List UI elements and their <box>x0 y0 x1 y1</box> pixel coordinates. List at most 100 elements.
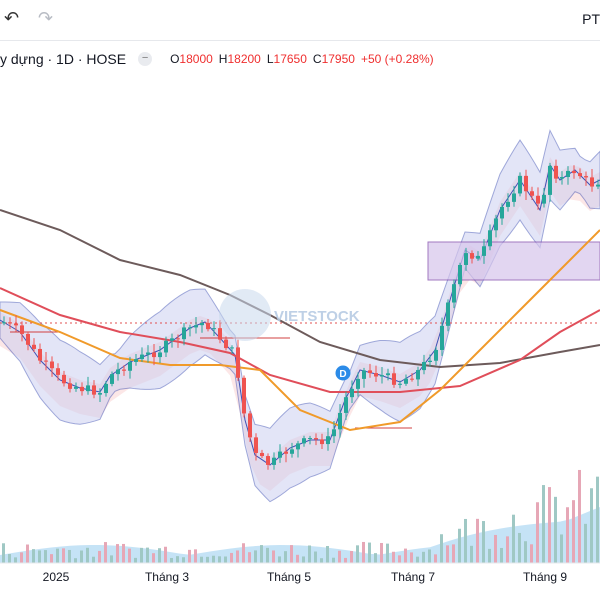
candle <box>212 321 216 337</box>
candle <box>218 320 222 344</box>
volume-bar <box>416 556 419 563</box>
candle <box>398 380 402 389</box>
candle <box>476 251 480 261</box>
symbol-legend: y dựng · 1D · HOSE − O18000 H18200 L1765… <box>0 48 434 70</box>
candle <box>326 427 330 451</box>
candle-body <box>8 322 12 324</box>
volume-bar <box>428 549 431 563</box>
volume-bar <box>242 543 245 563</box>
candle-body <box>212 328 216 330</box>
candle-body <box>278 451 282 458</box>
candle-body <box>458 264 462 285</box>
candle <box>284 447 288 463</box>
candle <box>266 453 270 470</box>
volume-bar <box>194 549 197 563</box>
candle <box>194 317 198 334</box>
candle-body <box>158 352 162 358</box>
candle-body <box>236 347 240 378</box>
candle-body <box>368 370 372 374</box>
volume-bar <box>2 543 5 563</box>
volume-bar <box>236 550 239 563</box>
ma-mid-line <box>0 287 600 393</box>
candle <box>164 336 168 357</box>
undo-icon[interactable]: ↶ <box>4 8 20 29</box>
candle-body <box>56 368 60 375</box>
candle-body <box>374 373 378 377</box>
candle-body <box>230 347 234 349</box>
candle-body <box>428 360 432 362</box>
candle-body <box>542 194 546 204</box>
collapse-legend-icon[interactable]: − <box>138 52 153 66</box>
candle-body <box>554 165 558 179</box>
candle <box>338 404 342 438</box>
volume-bar <box>272 550 275 563</box>
price-chart[interactable]: VIETSTOCK D 2025 Tháng 3 Tháng 5 Tháng 7 Thá… <box>0 70 600 600</box>
candle-body <box>98 393 102 395</box>
symbol-title[interactable]: y dựng · 1D · HOSE <box>0 51 127 67</box>
candle-body <box>32 344 36 349</box>
candle <box>434 346 438 366</box>
candle <box>572 165 576 179</box>
candle <box>416 366 420 386</box>
watermark: VIETSTOCK <box>219 289 360 341</box>
volume-bar <box>8 554 11 563</box>
candle <box>308 435 312 445</box>
volume-bar <box>320 558 323 563</box>
candle-body <box>386 373 390 376</box>
candle <box>536 187 540 210</box>
volume-bar <box>500 547 503 563</box>
volume-bar <box>140 547 143 563</box>
candle <box>566 166 570 185</box>
candle-body <box>266 456 270 465</box>
volume-bar <box>230 552 233 563</box>
candle-body <box>476 255 480 259</box>
candle-body <box>248 413 252 438</box>
candle <box>422 354 426 375</box>
candle <box>356 372 360 397</box>
volume-bar <box>458 528 461 563</box>
candle-body <box>152 352 156 358</box>
candle-body <box>176 338 180 340</box>
candle <box>512 185 516 207</box>
candle <box>26 331 30 351</box>
time-axis: 2025 Tháng 3 Tháng 5 Tháng 7 Tháng 9 <box>43 570 568 584</box>
volume-bar <box>80 550 83 563</box>
candle-body <box>110 374 114 384</box>
low-value: L17650 <box>266 52 307 66</box>
candle <box>518 172 522 197</box>
candle <box>314 433 318 446</box>
open-value: O18000 <box>170 52 213 66</box>
candle-body <box>338 412 342 430</box>
candle-body <box>500 206 504 219</box>
candle-body <box>206 322 210 330</box>
candle <box>80 382 84 396</box>
candle <box>386 368 390 381</box>
candle <box>272 452 276 470</box>
candle <box>464 247 468 271</box>
volume-bar <box>134 557 137 563</box>
dividend-marker[interactable]: D <box>335 365 351 381</box>
candle-body <box>86 385 90 392</box>
candle-body <box>404 378 408 384</box>
candle <box>68 378 72 393</box>
candle-body <box>92 385 96 395</box>
volume-bar <box>566 507 569 563</box>
volume-bar <box>332 557 335 563</box>
candle-body <box>344 397 348 413</box>
candle <box>350 380 354 403</box>
candle <box>320 433 324 450</box>
candle <box>242 375 246 418</box>
volume-bar <box>392 551 395 563</box>
volume-bar <box>302 556 305 563</box>
candle-body <box>440 325 444 350</box>
candle <box>362 367 366 388</box>
volume-bar <box>86 547 89 563</box>
candle-body <box>308 438 312 440</box>
redo-icon[interactable]: ↷ <box>38 8 54 29</box>
volume-bar <box>38 550 41 563</box>
volume-bar <box>104 542 107 563</box>
toolbar-right-label[interactable]: PT <box>582 11 600 27</box>
volume-bar <box>344 557 347 563</box>
candle <box>134 354 138 366</box>
volume-bar <box>590 488 593 563</box>
